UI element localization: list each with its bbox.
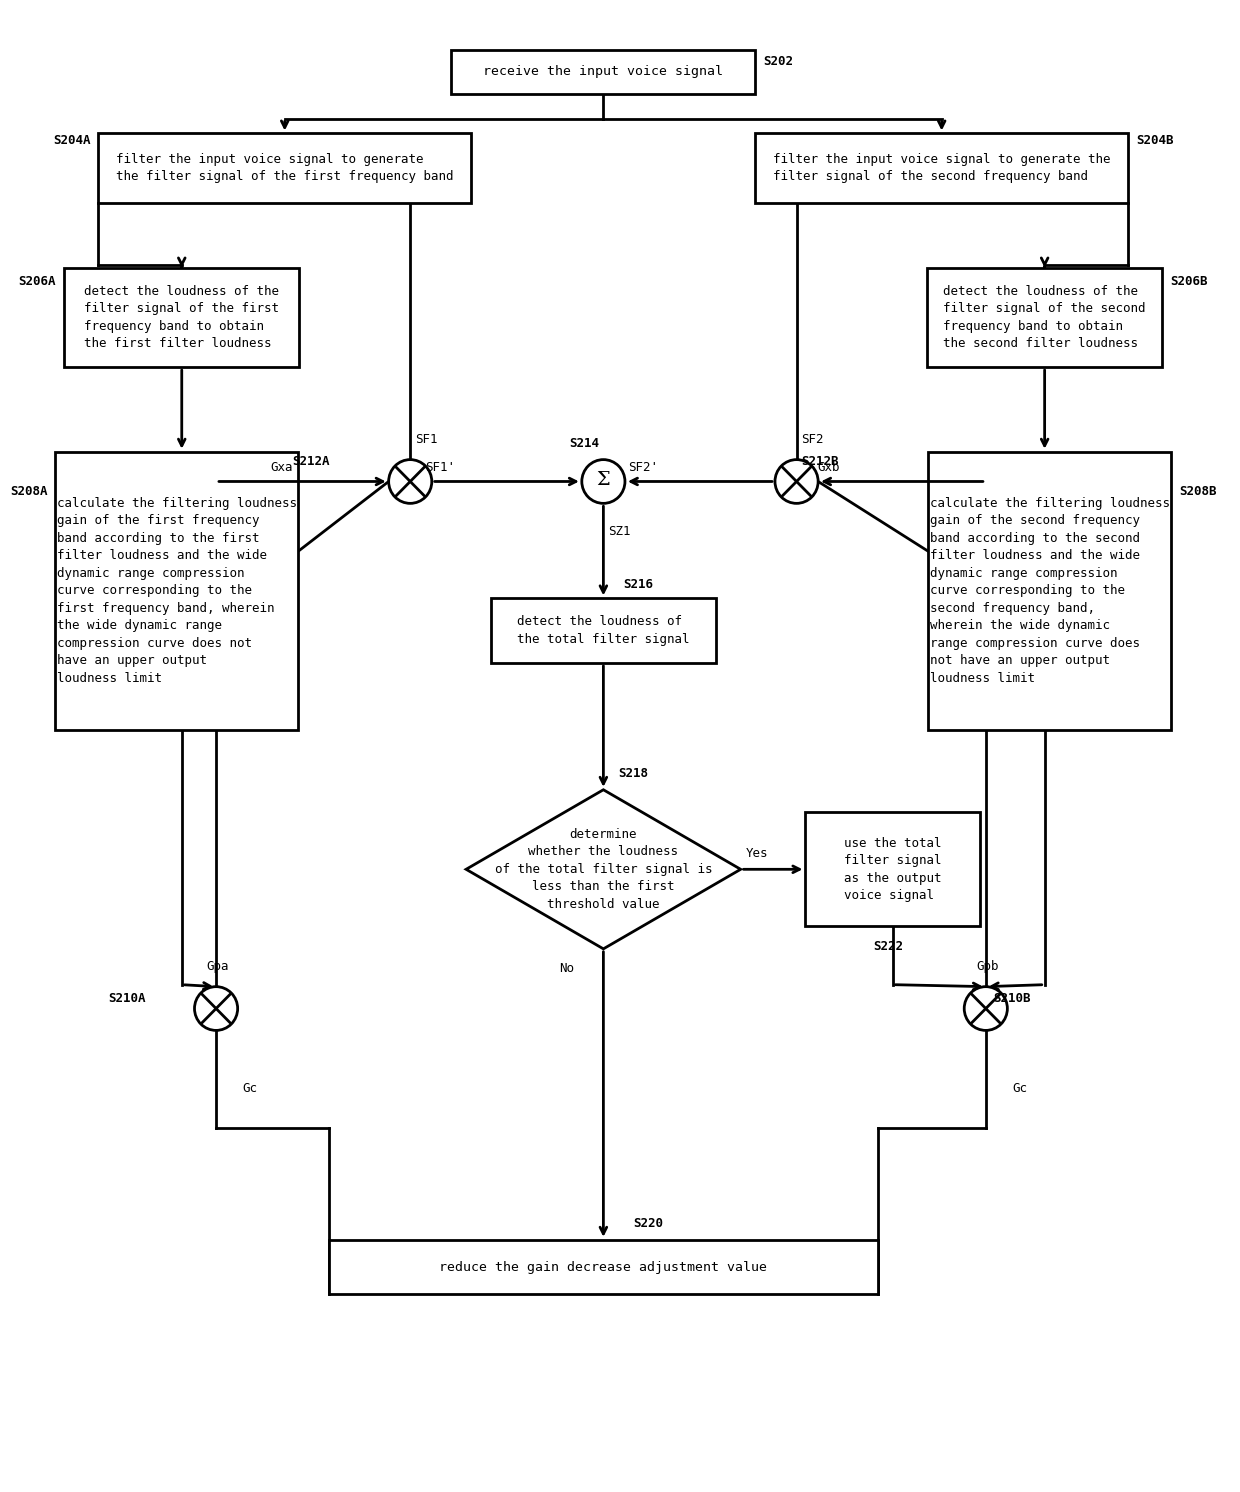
- Text: receive the input voice signal: receive the input voice signal: [484, 66, 723, 78]
- Text: S206A: S206A: [19, 275, 56, 288]
- Text: use the total
filter signal
as the output
voice signal: use the total filter signal as the outpu…: [844, 837, 941, 903]
- Text: filter the input voice signal to generate
the filter signal of the first frequen: filter the input voice signal to generat…: [117, 154, 454, 184]
- Text: S208A: S208A: [10, 485, 47, 498]
- Polygon shape: [466, 789, 740, 949]
- Text: S204A: S204A: [53, 134, 91, 146]
- Text: S212B: S212B: [801, 455, 839, 468]
- Text: SF1: SF1: [415, 433, 438, 446]
- Text: S210A: S210A: [108, 992, 146, 1006]
- Text: S210B: S210B: [993, 992, 1032, 1006]
- Circle shape: [582, 460, 625, 503]
- FancyBboxPatch shape: [329, 1240, 878, 1295]
- Text: SZ1: SZ1: [609, 525, 631, 537]
- FancyBboxPatch shape: [491, 598, 717, 662]
- Text: detect the loudness of the
filter signal of the second
frequency band to obtain
: detect the loudness of the filter signal…: [944, 285, 1146, 351]
- Text: S220: S220: [632, 1217, 663, 1231]
- Text: S208B: S208B: [1179, 485, 1216, 498]
- FancyBboxPatch shape: [928, 452, 1171, 730]
- Text: detect the loudness of the
filter signal of the first
frequency band to obtain
t: detect the loudness of the filter signal…: [84, 285, 279, 351]
- Text: S222: S222: [873, 940, 903, 953]
- FancyBboxPatch shape: [451, 49, 755, 94]
- Text: calculate the filtering loudness
gain of the first frequency
band according to t: calculate the filtering loudness gain of…: [57, 497, 296, 685]
- Text: Gc: Gc: [1012, 1082, 1027, 1095]
- FancyBboxPatch shape: [56, 452, 299, 730]
- Text: No: No: [559, 962, 574, 976]
- FancyBboxPatch shape: [755, 133, 1128, 203]
- Text: S216: S216: [622, 577, 653, 591]
- Text: Gxa: Gxa: [270, 461, 293, 474]
- FancyBboxPatch shape: [805, 812, 980, 927]
- Text: S206B: S206B: [1171, 275, 1208, 288]
- Text: detect the loudness of
the total filter signal: detect the loudness of the total filter …: [517, 615, 689, 646]
- FancyBboxPatch shape: [98, 133, 471, 203]
- Text: S214: S214: [569, 437, 599, 451]
- Text: Gpb: Gpb: [976, 961, 998, 973]
- Circle shape: [195, 986, 238, 1031]
- Text: S212A: S212A: [293, 455, 330, 468]
- Text: Gpa: Gpa: [206, 961, 228, 973]
- Text: Yes: Yes: [745, 847, 768, 859]
- Circle shape: [775, 460, 818, 503]
- Text: calculate the filtering loudness
gain of the second frequency
band according to : calculate the filtering loudness gain of…: [930, 497, 1169, 685]
- Text: Σ: Σ: [596, 471, 610, 489]
- Text: Gxb: Gxb: [817, 461, 839, 474]
- Text: determine
whether the loudness
of the total filter signal is
less than the first: determine whether the loudness of the to…: [495, 828, 712, 910]
- Text: S218: S218: [618, 767, 649, 780]
- FancyBboxPatch shape: [64, 267, 299, 367]
- Circle shape: [388, 460, 432, 503]
- Text: SF1': SF1': [425, 461, 455, 474]
- Text: reduce the gain decrease adjustment value: reduce the gain decrease adjustment valu…: [439, 1261, 768, 1274]
- Text: Gc: Gc: [243, 1082, 258, 1095]
- Circle shape: [965, 986, 1007, 1031]
- Text: SF2: SF2: [801, 433, 823, 446]
- FancyBboxPatch shape: [928, 267, 1162, 367]
- Text: S202: S202: [763, 55, 794, 69]
- Text: SF2': SF2': [627, 461, 658, 474]
- Text: filter the input voice signal to generate the
filter signal of the second freque: filter the input voice signal to generat…: [773, 154, 1111, 184]
- Text: S204B: S204B: [1136, 134, 1173, 146]
